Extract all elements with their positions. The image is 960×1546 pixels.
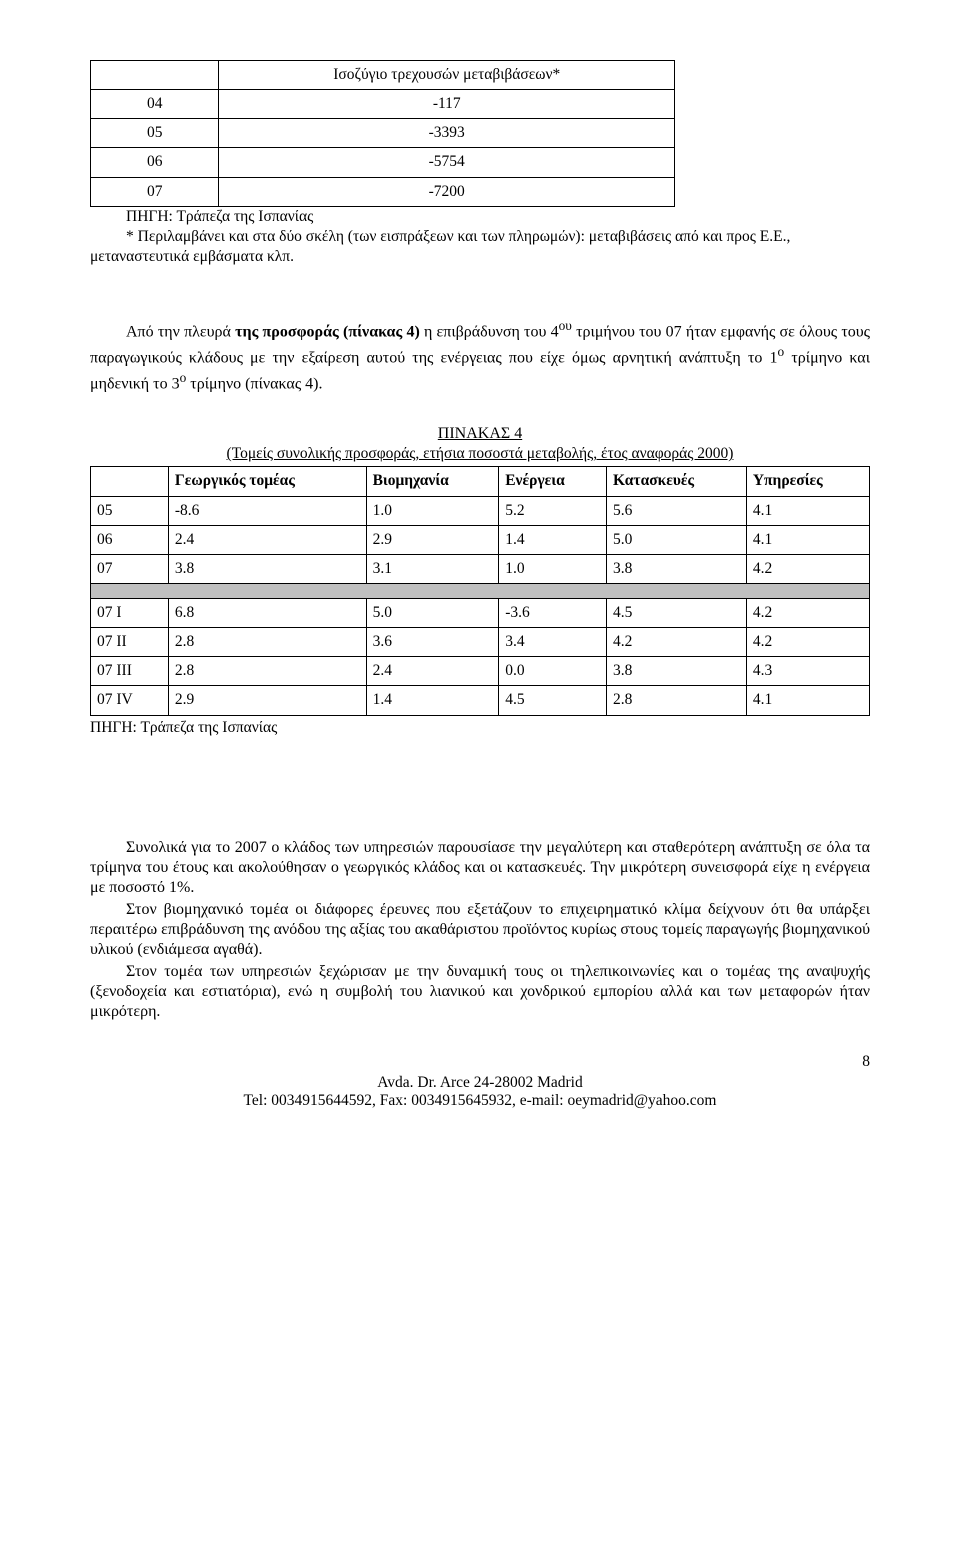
body-text: Συνολικά για το 2007 ο κλάδος των υπηρεσ…	[90, 838, 870, 1022]
t4-rowlabel: 05	[91, 496, 169, 525]
t1-year: 06	[91, 148, 219, 177]
table4-caption: ΠΙΝΑΚΑΣ 4	[90, 424, 870, 445]
table4-source: ΠΗΓΗ: Τράπεζα της Ισπανίας	[90, 718, 870, 738]
t4-cell: -8.6	[168, 496, 366, 525]
table4-spacer	[91, 584, 870, 599]
body-p3: Στον τομέα των υπηρεσιών ξεχώρισαν με τη…	[90, 962, 870, 1022]
t1-title: Ισοζύγιο τρεχουσών μεταβιβάσεων*	[219, 61, 675, 90]
t1-val: -7200	[219, 177, 675, 206]
table-row: 07 II 2.8 3.6 3.4 4.2 4.2	[91, 628, 870, 657]
t4-cell: 2.8	[168, 657, 366, 686]
t4-cell: 4.2	[746, 599, 869, 628]
t4-rowlabel: 07	[91, 554, 169, 583]
table-row: 05 -8.6 1.0 5.2 5.6 4.1	[91, 496, 870, 525]
t4-cell: 3.6	[366, 628, 499, 657]
body-p1: Συνολικά για το 2007 ο κλάδος των υπηρεσ…	[90, 838, 870, 898]
t4-cell: 1.4	[366, 686, 499, 715]
supply-paragraph: Από την πλευρά της προσφοράς (πίνακας 4)…	[90, 317, 870, 395]
t1-empty	[91, 61, 219, 90]
t4-cell: 4.1	[746, 525, 869, 554]
t4-cell: 2.9	[366, 525, 499, 554]
t4-rowlabel: 07 III	[91, 657, 169, 686]
table-row: 07 IV 2.9 1.4 4.5 2.8 4.1	[91, 686, 870, 715]
footer-address: Avda. Dr. Arce 24-28002 Madrid	[90, 1074, 870, 1093]
table-row: 07 III 2.8 2.4 0.0 3.8 4.3	[91, 657, 870, 686]
t4-cell: -3.6	[499, 599, 607, 628]
t4-h5: Υπηρεσίες	[746, 467, 869, 496]
t4-rowlabel: 06	[91, 525, 169, 554]
t1-val: -3393	[219, 119, 675, 148]
t4-cell: 3.8	[607, 554, 747, 583]
t4-cell: 4.2	[746, 628, 869, 657]
t4-cell: 3.8	[168, 554, 366, 583]
t1-val: -5754	[219, 148, 675, 177]
t4-cell: 4.3	[746, 657, 869, 686]
t1-year: 05	[91, 119, 219, 148]
footer: Avda. Dr. Arce 24-28002 Madrid Tel: 0034…	[90, 1074, 870, 1111]
table-row: 07 I 6.8 5.0 -3.6 4.5 4.2	[91, 599, 870, 628]
footer-contact: Tel: 0034915644592, Fax: 0034915645932, …	[90, 1092, 870, 1111]
t4-cell: 3.8	[607, 657, 747, 686]
t4-cell: 4.1	[746, 496, 869, 525]
t4-cell: 4.2	[607, 628, 747, 657]
t4-h3: Ενέργεια	[499, 467, 607, 496]
t4-cell: 2.8	[168, 628, 366, 657]
t4-cell: 5.6	[607, 496, 747, 525]
t4-cell: 2.4	[168, 525, 366, 554]
t4-cell: 0.0	[499, 657, 607, 686]
page-number: 8	[90, 1052, 870, 1072]
t4-rowlabel: 07 I	[91, 599, 169, 628]
t4-cell: 2.4	[366, 657, 499, 686]
t4-cell: 3.4	[499, 628, 607, 657]
t4-cell: 1.0	[366, 496, 499, 525]
t1-val: -117	[219, 90, 675, 119]
table-row: 06 2.4 2.9 1.4 5.0 4.1	[91, 525, 870, 554]
t4-cell: 4.5	[499, 686, 607, 715]
t4-rowlabel: 07 IV	[91, 686, 169, 715]
table-row: 07 3.8 3.1 1.0 3.8 4.2	[91, 554, 870, 583]
body-p2: Στον βιομηχανικό τομέα οι διάφορες έρευν…	[90, 900, 870, 960]
t4-cell: 5.2	[499, 496, 607, 525]
balance-table: Ισοζύγιο τρεχουσών μεταβιβάσεων* 04 -117…	[90, 60, 675, 207]
t4-cell: 1.0	[499, 554, 607, 583]
t4-cell: 5.0	[607, 525, 747, 554]
t1-footnote: * Περιλαμβάνει και στα δύο σκέλη (των ει…	[90, 227, 870, 267]
t4-rowlabel: 07 II	[91, 628, 169, 657]
t4-h1: Γεωργικός τομέας	[168, 467, 366, 496]
t4-cell: 2.8	[607, 686, 747, 715]
table4: Γεωργικός τομέας Βιομηχανία Ενέργεια Κατ…	[90, 466, 870, 715]
t4-cell: 4.5	[607, 599, 747, 628]
t4-cell: 1.4	[499, 525, 607, 554]
t4-cell: 3.1	[366, 554, 499, 583]
t4-cell: 6.8	[168, 599, 366, 628]
t4-h2: Βιομηχανία	[366, 467, 499, 496]
table4-subcaption: (Τομείς συνολικής προσφοράς, ετήσια ποσο…	[90, 444, 870, 464]
balance-table-wrap: Ισοζύγιο τρεχουσών μεταβιβάσεων* 04 -117…	[90, 60, 675, 207]
t4-h0	[91, 467, 169, 496]
t4-cell: 2.9	[168, 686, 366, 715]
t4-cell: 4.1	[746, 686, 869, 715]
t4-h4: Κατασκευές	[607, 467, 747, 496]
t1-year: 07	[91, 177, 219, 206]
t4-cell: 5.0	[366, 599, 499, 628]
t1-year: 04	[91, 90, 219, 119]
t1-source: ΠΗΓΗ: Τράπεζα της Ισπανίας	[90, 207, 870, 227]
t4-cell: 4.2	[746, 554, 869, 583]
